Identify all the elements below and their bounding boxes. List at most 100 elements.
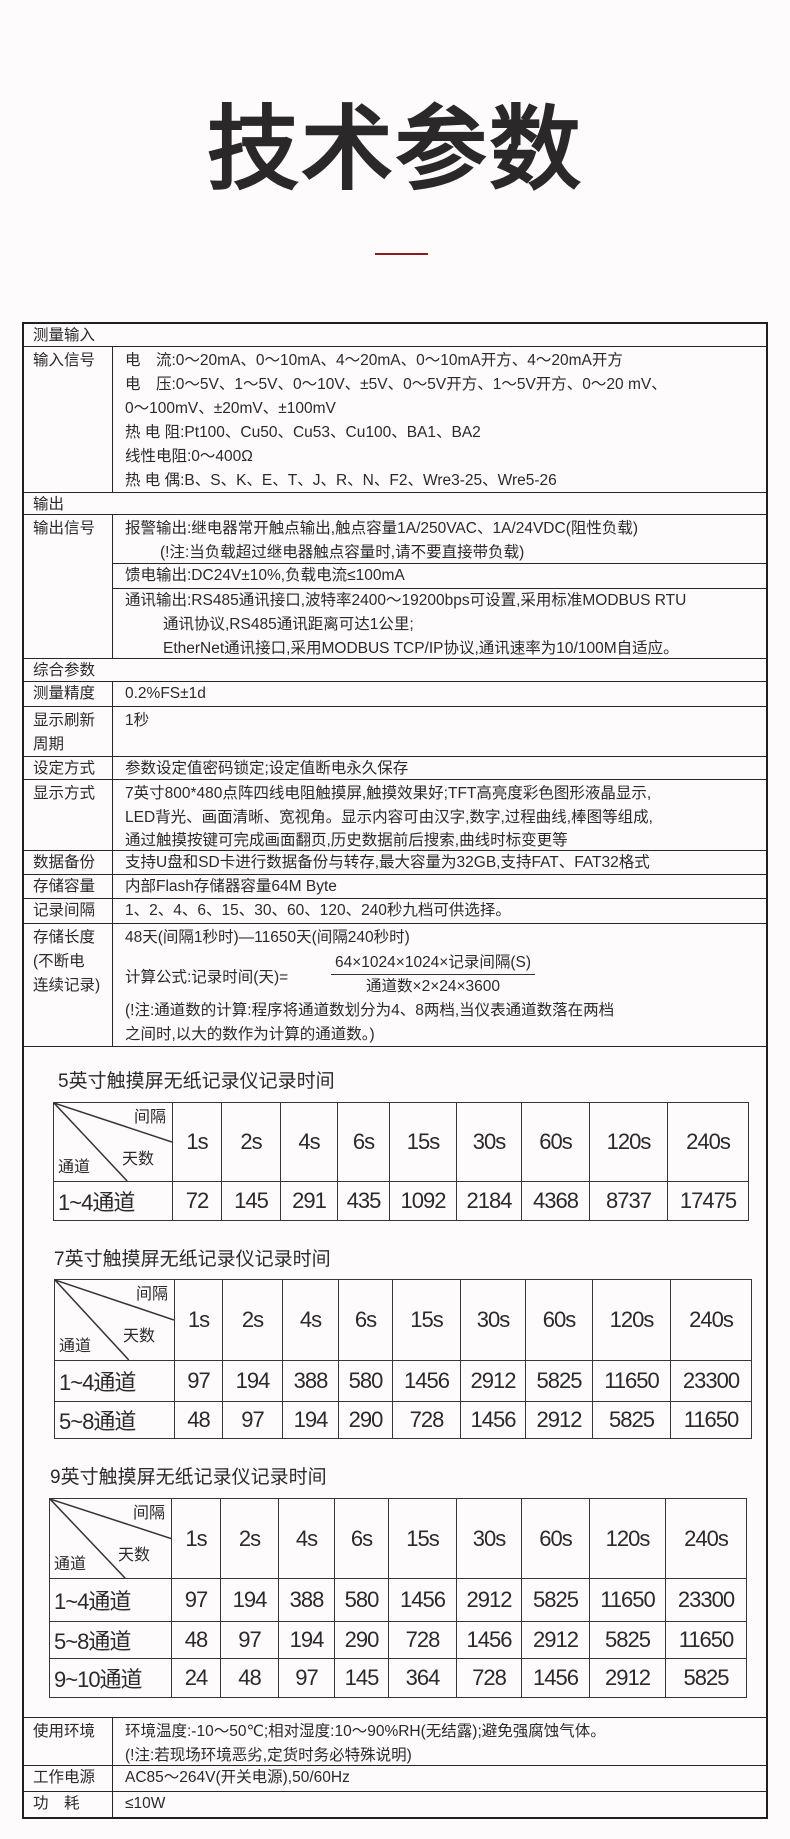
storage-note: (!注:通道数的计算:程序将通道数划分为4、8两档,当仪表通道数落在两档 [125,1002,615,1019]
section-measure-input: 测量输入 [24,324,766,347]
row-setting: 设定方式 参数设定值密码锁定;设定值断电永久保存 [24,757,766,780]
alarm-output-text: 报警输出:继电器常开触点输出,触点容量1A/250VAC、1A/24VDC(阻性… [125,520,639,537]
record-days-cell: 2912 [460,1360,526,1402]
record-days-cell: 97 [171,1578,221,1622]
record-table-title: 5英寸触摸屏无纸记录仪记录时间 [58,1071,335,1092]
record-days-cell: 194 [220,1578,279,1622]
title-accent-line [375,253,428,255]
interval-header: 240s [670,1279,752,1361]
interval-header: 1s [171,1498,221,1579]
record-table-title: 9英寸触摸屏无纸记录仪记录时间 [50,1467,327,1488]
formula-label: 计算公式:记录时间(天)= [125,969,289,986]
record-time-table: 间隔 天数 通道 1s 2s 4s 6s 15s 30s 60s 120s 240s 1~4通道 97 19… [54,1279,752,1439]
row-label: 数据备份 [24,851,113,874]
row-consumption: 功 耗 ≤10W [24,1792,766,1817]
row-label: 存储容量 [24,875,113,898]
interval-header: 120s [589,1498,666,1579]
page-title: 技术参数 [206,99,583,201]
diagonal-lines [50,1499,171,1578]
table-header-row: 间隔 天数 通道 1s 2s 4s 6s 15s 30s 60s 120s 240s [54,1279,752,1361]
row-label: 输入信号 [24,347,113,492]
interval-header: 1s [172,1102,222,1182]
interval-header: 4s [280,1102,338,1182]
corner-label-days: 天数 [123,1328,156,1345]
corner-label-days: 天数 [118,1547,151,1564]
diagonal-header-cell: 间隔 天数 通道 [53,1102,173,1182]
record-days-cell: 388 [282,1360,339,1402]
diagonal-line [55,1280,130,1360]
record-days-cell: 24 [171,1658,221,1698]
row-label: 记录间隔 [24,899,113,923]
row-content: ≤10W [125,1795,166,1812]
record-days-cell: 97 [222,1401,283,1439]
interval-header: 120s [589,1102,668,1182]
row-input-signal: 输入信号 电 流:0～20mA、0～10mA、4～20mA、0～10mA开方、4… [24,347,766,493]
row-content: 报警输出:继电器常开触点输出,触点容量1A/250VAC、1A/24VDC(阻性… [113,515,766,658]
row-label-line: 显示刷新 [33,712,96,729]
interval-header: 240s [665,1498,747,1579]
record-days-cell: 2912 [589,1658,666,1698]
storage-range: 48天(间隔1秒时)—11650天(间隔240秒时) [125,929,410,946]
interval-header: 4s [282,1279,339,1361]
record-days-cell: 1456 [460,1401,526,1439]
environment-line: 环境温度:-10～50℃;相对湿度:10～90%RH(无结露);避免强腐蚀气体。 [125,1723,606,1740]
row-label: 显示方式 [24,780,113,850]
row-capacity: 存储容量 内部Flash存储器容量64M Byte [24,875,766,899]
input-linear-resistance: 线性电阻:0～400Ω [125,448,253,465]
record-days-cell: 728 [388,1621,457,1659]
row-backup: 数据备份 支持U盘和SD卡进行数据备份与转存,最大容量为32GB,支持FAT、F… [24,851,766,875]
record-time-table: 间隔 天数 通道 1s 2s 4s 6s 15s 30s 60s 120s 240s 1~4通道 97 19… [49,1498,747,1698]
record-days-cell: 5825 [525,1360,593,1402]
row-content: 内部Flash存储器容量64M Byte [125,878,337,895]
diagonal-line [55,1280,174,1321]
channel-range-cell: 1~4通道 [49,1578,172,1622]
record-days-cell: 5825 [592,1401,671,1439]
table-row: 1~4通道 97 194 388 580 1456 2912 5825 11650 23300 [49,1578,747,1622]
row-interval: 记录间隔 1、2、4、6、15、30、60、120、240秒九档可供选择。 [24,899,766,924]
display-line: LED背光、画面清晰、宽视角。显示内容可由汉字,数字,过程曲线,棒图等组成, [125,808,653,826]
record-days-cell: 5825 [665,1658,747,1698]
row-content: 1、2、4、6、15、30、60、120、240秒九档可供选择。 [125,902,511,919]
record-days-cell: 23300 [665,1578,747,1622]
row-label: 测量精度 [24,682,113,706]
table-header-row: 间隔 天数 通道 1s 2s 4s 6s 15s 30s 60s 120s 240s [53,1102,749,1182]
record-days-cell: 48 [171,1621,221,1659]
record-days-cell: 145 [334,1658,389,1698]
record-days-cell: 72 [172,1181,222,1221]
display-line: 7英寸800*480点阵四线电阻触摸屏,触摸效果好;TFT高亮度彩色图形液晶显示… [125,785,652,802]
interval-header: 60s [521,1102,590,1182]
diagonal-header-cell: 间隔天数通道 [49,1498,172,1579]
record-days-cell: 4368 [521,1181,590,1221]
row-storage-length: 存储长度 (不断电 连续记录) 48天(间隔1秒时)—11650天(间隔240秒… [24,924,766,1047]
corner-label-interval: 间隔 [133,1109,166,1126]
record-days-cell: 2912 [525,1401,593,1439]
record-days-cell: 194 [222,1360,283,1402]
channel-range-cell: 5~8通道 [49,1621,172,1659]
row-content: 1秒 [125,712,150,729]
record-days-cell: 97 [220,1621,279,1659]
record-days-cell: 290 [338,1401,393,1439]
record-days-cell: 580 [334,1578,389,1622]
record-days-cell: 8737 [589,1181,668,1221]
record-days-cell: 435 [337,1181,390,1221]
input-voltage: 电 压:0～5V、1～5V、0～10V、±5V、0～5V开方、1～5V开方、0～… [125,376,667,393]
record-table-title: 7英寸触摸屏无纸记录仪记录时间 [54,1249,331,1270]
interval-header: 30s [456,1498,522,1579]
diagonal-header-cell: 间隔 天数 通道 [54,1279,175,1361]
corner-label-interval: 间隔 [132,1505,165,1522]
row-label: 输出信号 [24,515,113,658]
interval-header: 6s [334,1498,389,1579]
record-days-cell: 291 [280,1181,338,1221]
row-output-signal: 输出信号 报警输出:继电器常开触点输出,触点容量1A/250VAC、1A/24V… [24,515,766,659]
table-header-row: 间隔 天数 通道 1s 2s 4s 6s 15s 30s 60s 120s 240s [49,1498,747,1579]
channel-range-cell: 1~4通道 [53,1181,173,1221]
corner-label-days: 天数 [122,1151,155,1168]
section-output: 输出 [24,493,766,515]
row-content: 电 流:0～20mA、0～10mA、4～20mA、0～10mA开方、4～20mA… [113,347,766,492]
interval-header: 4s [278,1498,335,1579]
corner-label-channel: 通道 [54,1556,87,1573]
row-accuracy: 测量精度 0.2%FS±1d [24,682,766,707]
interval-header: 60s [521,1498,590,1579]
record-days-cell: 2912 [456,1578,522,1622]
input-voltage-cont: 0～100mV、±20mV、±100mV [125,400,336,417]
